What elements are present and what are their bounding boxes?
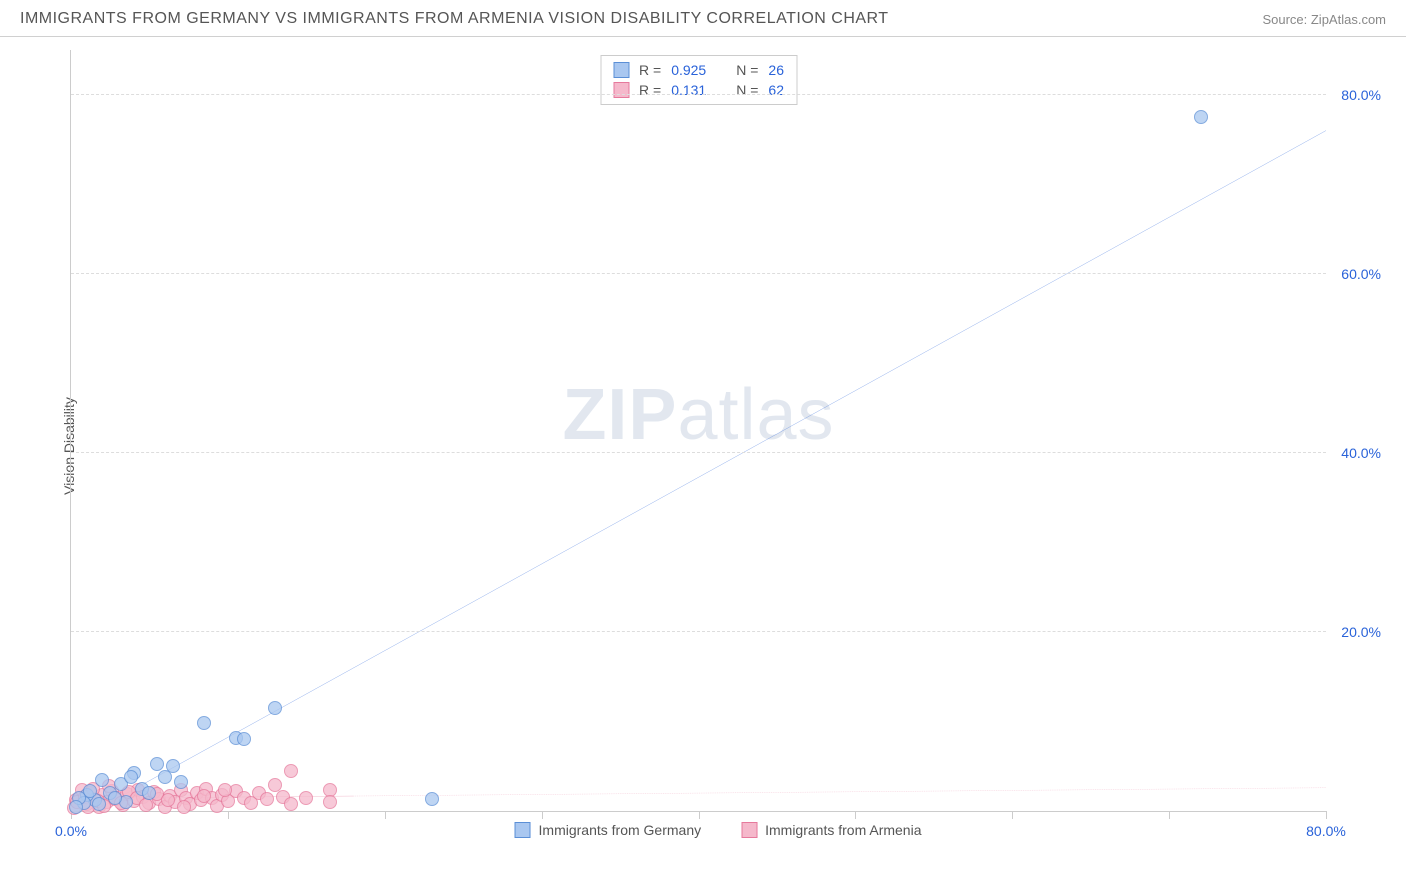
y-tick-label: 80.0% [1341,87,1381,103]
x-tick [699,811,700,819]
x-tick [542,811,543,819]
scatter-point [197,716,211,730]
legend-correlation-row: R = 0.131 N = 62 [613,80,784,100]
chart-header: IMMIGRANTS FROM GERMANY VS IMMIGRANTS FR… [0,0,1406,37]
x-tick [228,811,229,819]
scatter-point [69,800,83,814]
r-value: 0.925 [671,62,706,78]
legend-swatch [613,62,629,78]
scatter-point [95,773,109,787]
x-tick-label: 0.0% [55,823,87,839]
r-label: R = [639,62,661,78]
scatter-point [284,797,298,811]
scatter-point [174,775,188,789]
legend-series: Immigrants from Germany Immigrants from A… [515,822,922,838]
y-tick-label: 40.0% [1341,445,1381,461]
trend-lines [71,50,1326,811]
x-tick [1169,811,1170,819]
scatter-point [284,764,298,778]
x-tick [1012,811,1013,819]
scatter-point [299,791,313,805]
watermark: ZIPatlas [562,374,834,456]
scatter-point [218,783,232,797]
scatter-point [197,789,211,803]
y-tick-label: 60.0% [1341,266,1381,282]
scatter-point [92,797,106,811]
chart-title: IMMIGRANTS FROM GERMANY VS IMMIGRANTS FR… [20,10,889,28]
gridline [71,94,1326,95]
scatter-point [166,759,180,773]
scatter-point [425,792,439,806]
gridline [71,631,1326,632]
legend-correlation: R = 0.925 N = 26 R = 0.131 N = 62 [600,55,797,105]
scatter-point [1194,110,1208,124]
scatter-point [177,800,191,814]
n-label: N = [736,82,758,98]
n-value: 62 [768,82,784,98]
legend-series-item: Immigrants from Germany [515,822,702,838]
y-tick-label: 20.0% [1341,624,1381,640]
r-label: R = [639,82,661,98]
legend-swatch [515,822,531,838]
legend-correlation-row: R = 0.925 N = 26 [613,60,784,80]
x-tick [385,811,386,819]
scatter-plot: ZIPatlas R =0.925N =26R =0.131N =62 20.0… [70,50,1326,812]
legend-series-label: Immigrants from Germany [539,822,702,838]
scatter-point [323,795,337,809]
r-value: 0.131 [671,82,706,98]
scatter-point [124,770,138,784]
legend-swatch [613,82,629,98]
scatter-point [142,786,156,800]
scatter-point [268,701,282,715]
x-tick [1326,811,1327,819]
chart-source: Source: ZipAtlas.com [1262,12,1386,27]
x-tick-label: 80.0% [1306,823,1346,839]
n-label: N = [736,62,758,78]
chart-area: Vision Disability ZIPatlas R =0.925N =26… [50,50,1386,842]
scatter-point [237,732,251,746]
legend-swatch [741,822,757,838]
legend-series-label: Immigrants from Armenia [765,822,921,838]
scatter-point [108,791,122,805]
scatter-point [161,793,175,807]
gridline [71,273,1326,274]
gridline [71,452,1326,453]
x-tick [855,811,856,819]
n-value: 26 [768,62,784,78]
legend-series-item: Immigrants from Armenia [741,822,921,838]
scatter-point [260,792,274,806]
